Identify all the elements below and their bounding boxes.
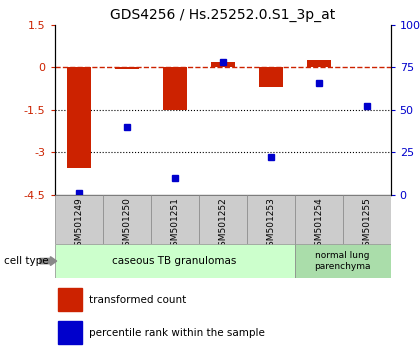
Bar — [67, 67, 91, 168]
Text: transformed count: transformed count — [89, 295, 186, 305]
Bar — [55, 195, 102, 244]
Bar — [259, 67, 283, 87]
Bar — [55, 244, 294, 278]
Title: GDS4256 / Hs.25252.0.S1_3p_at: GDS4256 / Hs.25252.0.S1_3p_at — [110, 8, 335, 22]
Bar — [151, 195, 199, 244]
Bar — [307, 60, 331, 67]
Bar — [294, 195, 343, 244]
Text: percentile rank within the sample: percentile rank within the sample — [89, 327, 265, 337]
Bar — [115, 67, 139, 69]
Bar — [58, 288, 82, 311]
Text: GSM501249: GSM501249 — [74, 197, 83, 252]
Bar — [247, 195, 294, 244]
Text: GSM501254: GSM501254 — [314, 197, 323, 252]
Text: cell type: cell type — [4, 256, 49, 266]
Bar — [163, 67, 186, 110]
Text: GSM501250: GSM501250 — [122, 197, 131, 252]
Text: GSM501252: GSM501252 — [218, 197, 227, 252]
Text: GSM501253: GSM501253 — [266, 197, 275, 252]
Text: GSM501251: GSM501251 — [170, 197, 179, 252]
Bar — [58, 321, 82, 344]
Bar — [294, 244, 391, 278]
Text: GSM501255: GSM501255 — [362, 197, 371, 252]
Text: caseous TB granulomas: caseous TB granulomas — [113, 256, 237, 266]
Bar — [210, 62, 235, 67]
Bar — [102, 195, 151, 244]
Text: normal lung
parenchyma: normal lung parenchyma — [314, 251, 371, 271]
Bar — [343, 195, 391, 244]
Bar — [199, 195, 247, 244]
